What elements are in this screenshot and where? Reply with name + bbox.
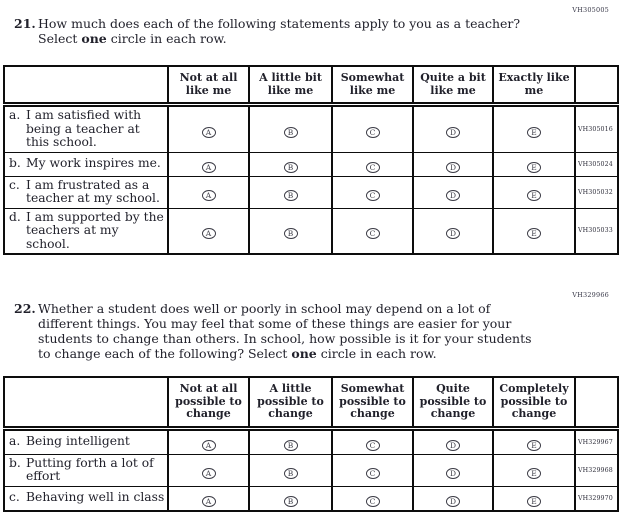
table-row: b. Putting forth a lot of effort A B C D … (3, 453, 619, 487)
q22-col-quite-possible: Quite possible to change (412, 376, 494, 431)
q21-row-c-statement: c. I am frustrated as a teacher at my sch… (3, 175, 169, 209)
question-22-text: Whether a student does well or poorly in… (38, 301, 532, 361)
question-21-section: VH305005 21. How much does each of the f… (0, 0, 621, 255)
question-21: 21. How much does each of the following … (0, 16, 621, 46)
table-row: c. Behaving well in class A B C D E VH329… (3, 485, 619, 512)
q21-col-exactly-like-me: Exactly like me (492, 65, 576, 107)
q21-row-d-option-b-circle[interactable]: B (283, 228, 298, 240)
q22-row-b-option-d-circle[interactable]: D (446, 467, 460, 479)
q22-row-c-option-c-circle[interactable]: C (365, 495, 380, 507)
q21-col-somewhat: Somewhat like me (331, 65, 414, 107)
q21-row-b-option-a-circle[interactable]: A (201, 161, 216, 173)
q21-row-d-option-a-circle[interactable]: A (201, 228, 216, 240)
q21-code-column-header (574, 65, 619, 107)
question-22-accession-code: VH329966 (572, 291, 609, 299)
q22-row-b-option-a-circle[interactable]: A (201, 467, 216, 479)
question-21-text: How much does each of the following stat… (38, 16, 521, 46)
table-row: b. My work inspires me. A B C D E VH30502… (3, 151, 619, 177)
q21-row-b-option-e-circle[interactable]: E (527, 161, 541, 173)
q21-row-c-option-c-circle[interactable]: C (365, 189, 380, 201)
question-22-response-table: Not at all possible to change A little p… (3, 376, 619, 512)
q21-col-not-at-all: Not at all like me (167, 65, 250, 107)
question-22: 22. Whether a student does well or poorl… (0, 301, 621, 361)
q21-row-a-statement: a. I am satisfied with being a teacher at… (3, 104, 169, 153)
q21-row-d-option-e-circle[interactable]: E (527, 228, 541, 240)
q22-col-somewhat-possible: Somewhat possible to change (331, 376, 414, 431)
q21-row-a-option-b-circle[interactable]: B (283, 126, 298, 138)
q22-row-a-option-c-circle[interactable]: C (365, 439, 380, 451)
q22-code-column-header (574, 376, 619, 431)
q21-row-c-option-e-circle[interactable]: E (527, 189, 541, 201)
q21-row-a-option-d-circle[interactable]: D (446, 126, 460, 138)
q22-col-completely-possible: Completely possible to change (492, 376, 576, 431)
q22-col-not-at-all-possible: Not at all possible to change (167, 376, 250, 431)
q21-row-a-option-c-circle[interactable]: C (365, 126, 380, 138)
q22-row-a-option-b-circle[interactable]: B (283, 439, 298, 451)
q22-row-c-code: VH329970 (574, 485, 619, 512)
q21-row-b-option-c-circle[interactable]: C (365, 161, 380, 173)
q21-row-d-code: VH305033 (574, 207, 619, 255)
question-22-section: VH329966 22. Whether a student does well… (0, 291, 621, 512)
q22-row-c-option-d-circle[interactable]: D (446, 495, 460, 507)
q21-row-b-option-b-circle[interactable]: B (283, 161, 298, 173)
table-row: a. I am satisfied with being a teacher at… (3, 104, 619, 153)
q21-header-row: Not at all like me A little bit like me … (3, 65, 619, 107)
q22-row-a-option-e-circle[interactable]: E (527, 439, 541, 451)
q21-col-quite-a-bit: Quite a bit like me (412, 65, 494, 107)
q21-row-c-option-d-circle[interactable]: D (446, 189, 460, 201)
q22-row-a-option-a-circle[interactable]: A (201, 439, 216, 451)
q21-row-d-option-c-circle[interactable]: C (365, 228, 380, 240)
q22-row-a-option-d-circle[interactable]: D (446, 439, 460, 451)
q22-col-a-little-possible: A little possible to change (248, 376, 333, 431)
q22-row-a-statement: a. Being intelligent (3, 427, 169, 455)
table-row: a. Being intelligent A B C D E VH329967 (3, 427, 619, 455)
q22-row-b-statement: b. Putting forth a lot of effort (3, 453, 169, 487)
q21-col-a-little-bit: A little bit like me (248, 65, 333, 107)
q21-row-b-statement: b. My work inspires me. (3, 151, 169, 177)
table-row: d. I am supported by the teachers at my s… (3, 207, 619, 255)
question-21-accession-code: VH305005 (572, 6, 609, 14)
q22-row-b-code: VH329968 (574, 453, 619, 487)
question-22-number: 22. (14, 301, 36, 316)
q21-row-a-code: VH305016 (574, 104, 619, 153)
q22-row-b-option-e-circle[interactable]: E (527, 467, 541, 479)
q21-row-c-option-a-circle[interactable]: A (201, 189, 216, 201)
q22-header-row: Not at all possible to change A little p… (3, 376, 619, 431)
q21-row-b-option-d-circle[interactable]: D (446, 161, 460, 173)
q21-row-a-option-a-circle[interactable]: A (201, 126, 216, 138)
q21-row-c-option-b-circle[interactable]: B (283, 189, 298, 201)
q22-row-b-option-b-circle[interactable]: B (283, 467, 298, 479)
q21-row-d-option-d-circle[interactable]: D (446, 228, 460, 240)
q21-statement-column-header (3, 65, 169, 107)
q21-row-d-statement: d. I am supported by the teachers at my s… (3, 207, 169, 255)
q22-row-b-option-c-circle[interactable]: C (365, 467, 380, 479)
q21-row-a-option-e-circle[interactable]: E (527, 126, 541, 138)
q22-row-c-statement: c. Behaving well in class (3, 485, 169, 512)
q22-row-c-option-b-circle[interactable]: B (283, 495, 298, 507)
q22-statement-column-header (3, 376, 169, 431)
q21-row-b-code: VH305024 (574, 151, 619, 177)
q22-row-a-code: VH329967 (574, 427, 619, 455)
question-21-number: 21. (14, 16, 36, 31)
q22-row-c-option-a-circle[interactable]: A (201, 495, 216, 507)
q21-row-c-code: VH305032 (574, 175, 619, 209)
question-21-response-table: Not at all like me A little bit like me … (3, 65, 619, 255)
q22-row-c-option-e-circle[interactable]: E (527, 495, 541, 507)
table-row: c. I am frustrated as a teacher at my sch… (3, 175, 619, 209)
